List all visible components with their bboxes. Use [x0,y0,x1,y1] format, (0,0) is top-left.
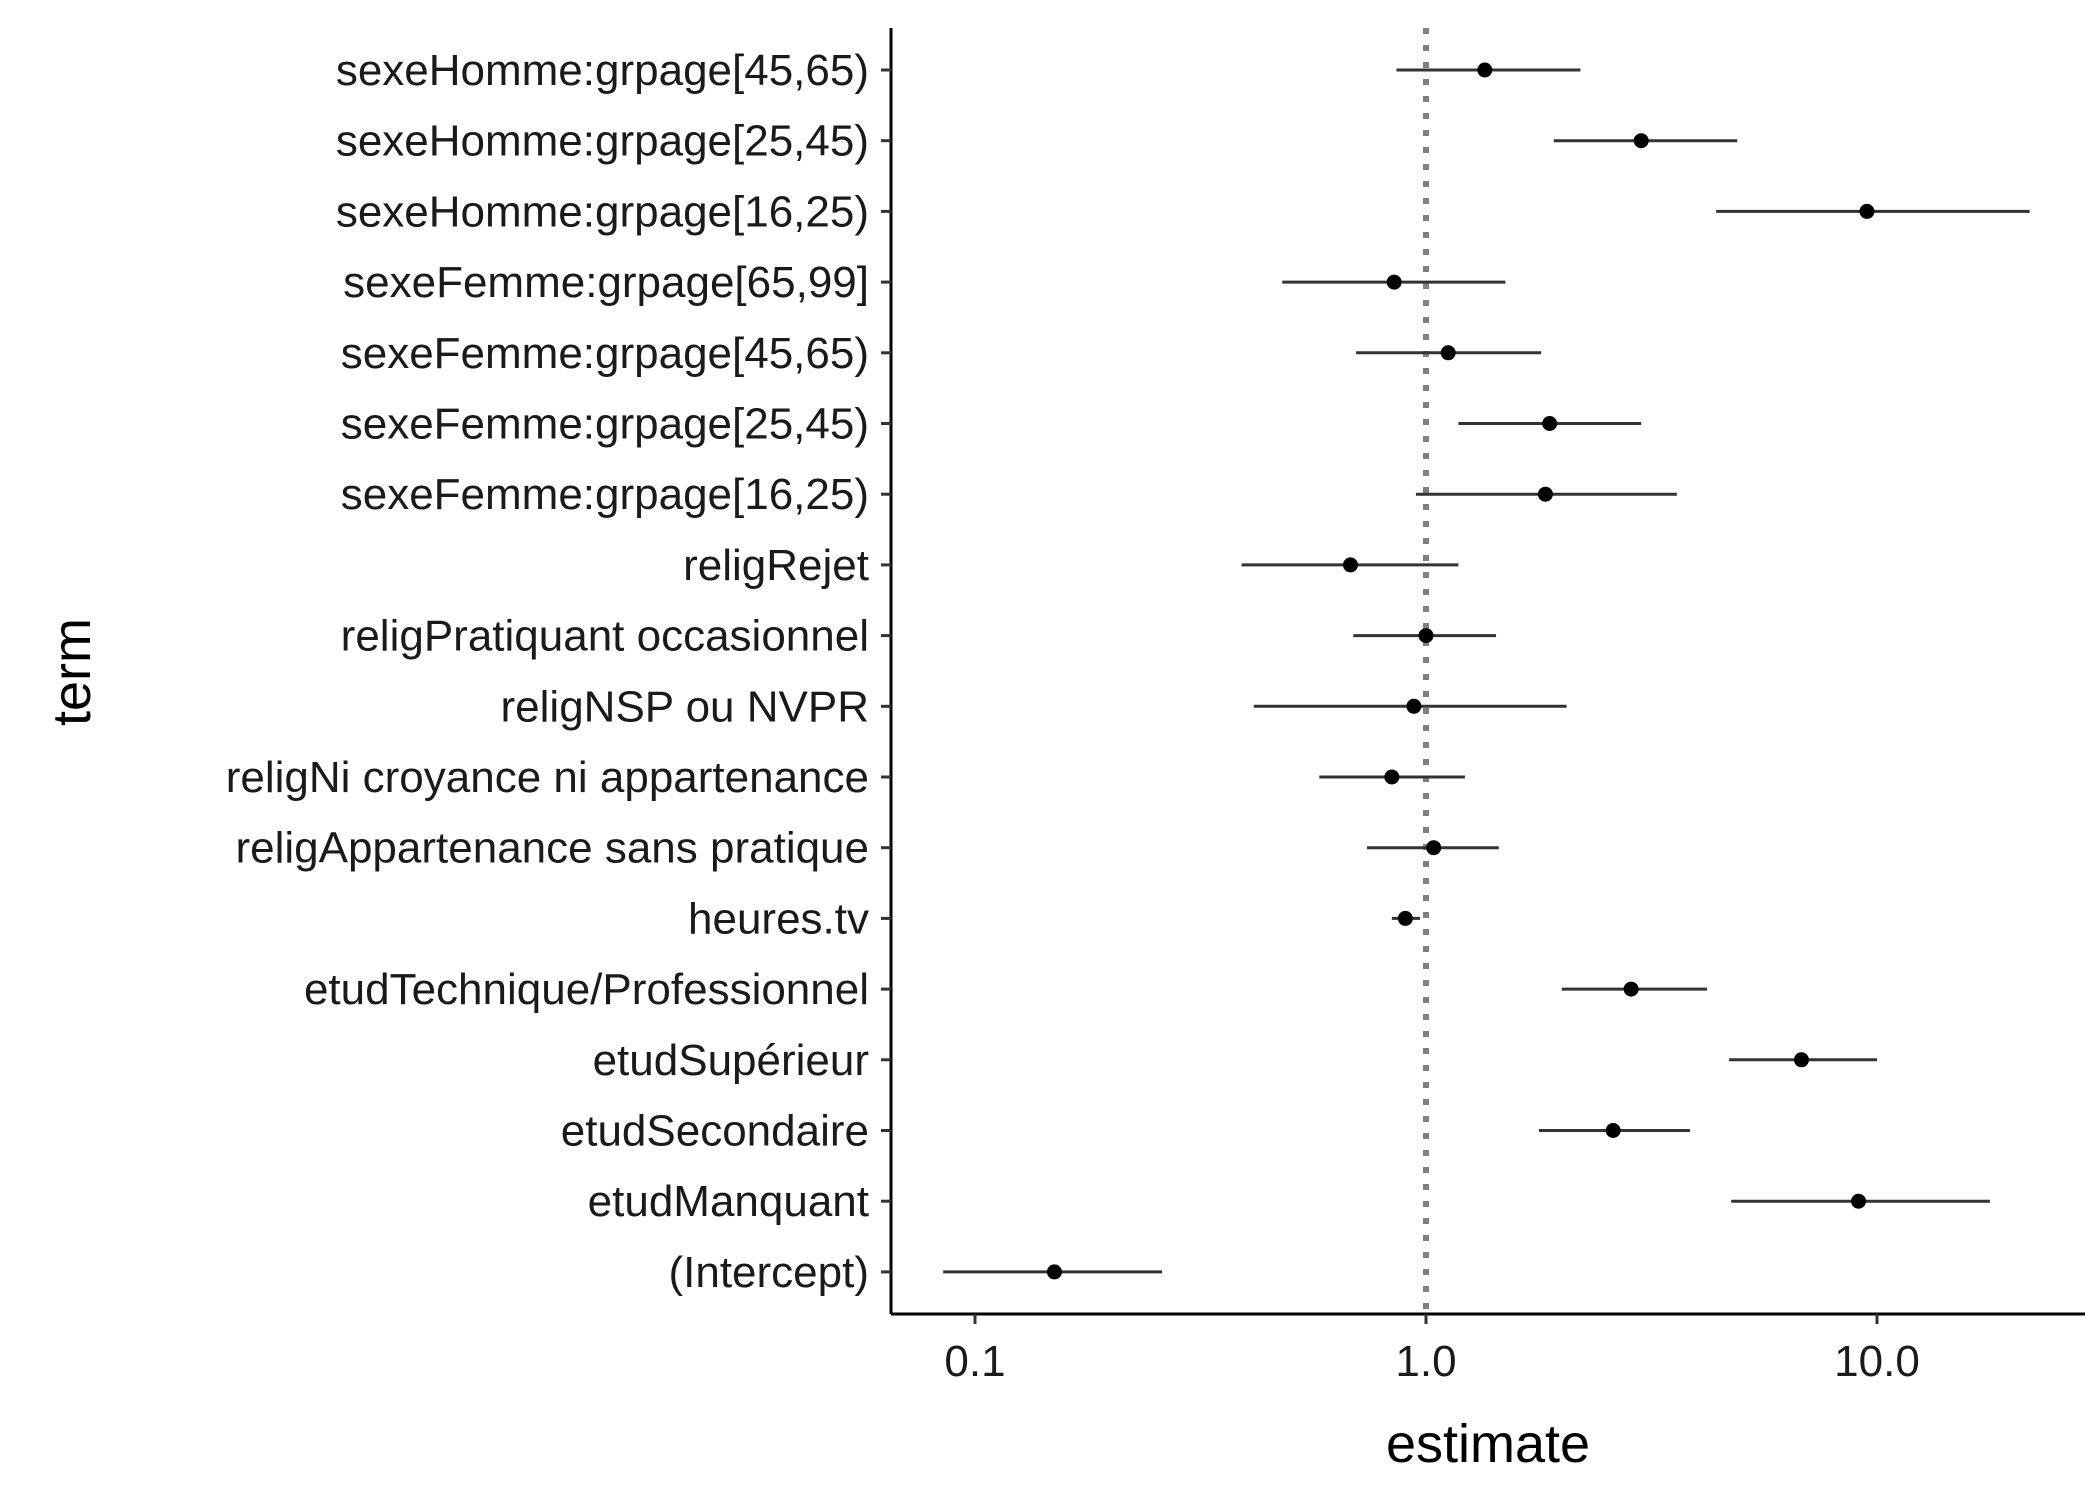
estimate-point [1386,274,1402,290]
estimate-point [1793,1052,1809,1068]
y-tick-label: religAppartenance sans pratique [235,824,869,873]
axes: sexeHomme:grpage[45,65) sexeHomme:grpage[… [226,28,2085,1386]
estimate-point [1623,981,1639,997]
estimate-point [1046,1264,1062,1280]
estimate-point [1418,628,1434,644]
estimate-point [1477,62,1493,78]
y-tick-label: religPratiquant occasionnel [341,612,869,661]
y-tick-label: sexeFemme:grpage[16,25) [341,470,869,519]
x-axis-title: estimate [1386,1414,1590,1474]
plot-area [943,28,2030,1314]
y-tick-label: sexeHomme:grpage[25,45) [336,117,869,166]
y-tick-label: sexeHomme:grpage[16,25) [336,187,869,236]
estimate-point [1542,416,1558,431]
estimate-point [1537,486,1553,502]
y-axis-title: term [42,618,102,726]
y-tick-label: etudTechnique/Professionnel [304,965,869,1014]
estimate-point [1384,769,1400,785]
estimate-point [1605,1123,1621,1138]
estimate-point [1397,910,1413,926]
x-tick-label: 1.0 [1395,1337,1456,1386]
y-tick-label: sexeFemme:grpage[65,99] [343,258,869,307]
estimate-point [1426,840,1442,856]
x-tick-label: 0.1 [944,1337,1005,1386]
y-tick-label: religNi croyance ni appartenance [226,753,869,802]
estimate-point [1851,1193,1867,1209]
y-tick-label: sexeHomme:grpage[45,65) [336,46,869,95]
y-tick-label: religNSP ou NVPR [501,682,869,731]
y-tick-label: etudManquant [588,1177,869,1226]
estimate-point [1633,133,1649,149]
y-tick-label: religRejet [683,541,869,590]
estimate-point [1342,557,1358,573]
y-tick-label: etudSupérieur [593,1036,869,1085]
y-tick-label: (Intercept) [668,1248,869,1297]
estimate-point [1440,345,1456,361]
estimate-point [1406,698,1422,714]
y-tick-label: sexeFemme:grpage[25,45) [341,400,869,449]
y-tick-label: heures.tv [688,894,869,943]
estimate-point [1859,203,1875,219]
y-tick-label: sexeFemme:grpage[45,65) [341,329,869,378]
x-tick-label: 10.0 [1834,1337,1920,1386]
y-tick-label: etudSecondaire [561,1107,869,1156]
